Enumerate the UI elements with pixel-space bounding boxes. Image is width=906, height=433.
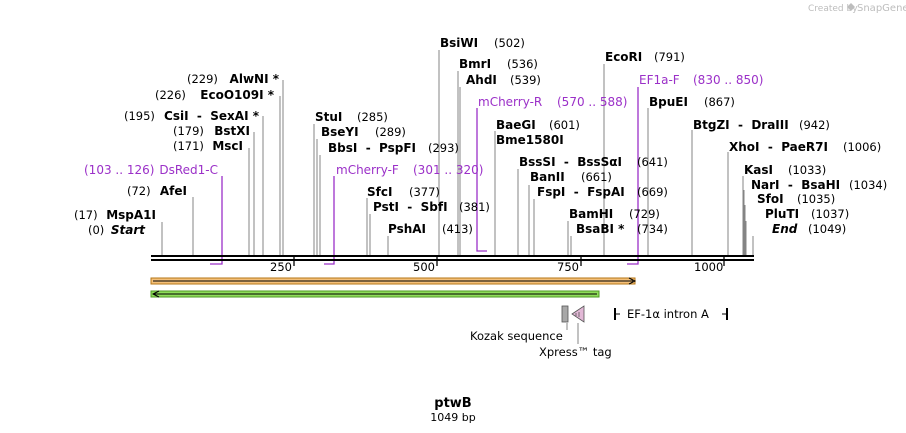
site-bbsi-pspfi: BbsI - PspFI [328,141,416,155]
site-pos-csii-sexai: (195) [124,109,155,123]
site-bme1580i: Bme1580I [496,133,564,147]
site-ecori: EcoRI [605,50,642,64]
site-pos-ecori: (791) [654,50,685,64]
site-bmri: BmrI [459,57,491,71]
site-pos-pluti: (1037) [811,207,849,221]
site-pos-bsssi-bsssai: (641) [637,155,668,169]
plasmid-length: 1049 bp [430,411,475,424]
site-pos-pshai: (413) [442,222,473,236]
snapgene-logo-icon [847,3,855,11]
xpress-tag-arrow [571,305,585,323]
site-pluti: PluTI [765,207,799,221]
site-csii-sexai: CsiI - SexAI * [164,109,260,123]
site-btgzi-draiii: BtgZI - DraIII [693,118,789,132]
site-bsssi-bsssai: BssSI - BssSαI [519,155,622,169]
site-psti-sbfi: PstI - SbfI [373,200,448,214]
primer-dsred1-c: DsRed1-C [159,163,218,177]
site-bseyi: BseYI [321,125,359,139]
site-kasi: KasI [744,163,773,177]
site-pshai: PshAI [388,222,426,236]
site-pos-mspa1i: (17) [74,208,98,222]
primer-mcherry-f: mCherry-F [336,163,399,177]
tick-250: 250 [270,260,292,274]
sequence-backbone [151,255,754,266]
site-end: End [772,222,798,236]
plasmid-name: ptwB [434,396,471,411]
ef1a-intron-marker [614,308,728,320]
primer-markers [210,87,639,265]
site-sfci: SfcI [367,185,392,199]
tick-500: 500 [413,260,435,274]
primer-range-mcherry-f: (301 .. 320) [413,163,483,177]
site-msci: MscI [212,139,243,153]
site-pos-msci: (171) [173,139,204,153]
ef1a-intron-label: EF-1α intron A [627,307,709,321]
site-pos-btgzi-draiii: (942) [799,118,830,132]
site-stui: StuI [315,110,342,124]
credit-brand: SnapGene [857,3,906,14]
site-pos-baegi: (601) [549,118,580,132]
green-feature-arrow [150,290,600,298]
site-baegi: BaeGI [496,118,536,132]
primer-range-dsred1-c: (103 .. 126) [84,163,154,177]
site-pos-bsiwi: (502) [494,36,525,50]
site-bsiwi: BsiWI [440,36,478,50]
site-fspi-fspai: FspI - FspAI [537,185,625,199]
site-pos-bpuei: (867) [704,95,735,109]
site-pos-start: (0) [88,223,104,237]
site-pos-ecoo109i: (226) [155,88,186,102]
site-ahdi: AhdI [466,73,497,87]
kozak-sequence-box [561,305,569,323]
site-bamhi: BamHI [569,207,613,221]
site-pos-psti-sbfi: (381) [459,200,490,214]
primer-range-mcherry-r: (570 .. 588) [557,95,627,109]
primer-range-ef1a-f: (830 .. 850) [693,73,763,87]
orange-feature-arrow [150,277,637,285]
site-pos-bbsi-pspfi: (293) [428,141,459,155]
site-pos-kasi: (1033) [788,163,826,177]
site-pos-xhoi-paer7i: (1006) [843,140,881,154]
site-alwni: AlwNI * [230,72,280,86]
tick-750: 750 [557,260,579,274]
site-afei: AfeI [160,184,187,198]
primer-ef1a-f: EF1a-F [639,73,680,87]
site-ecoo109i: EcoO109I * [200,88,274,102]
site-pos-bamhi: (729) [629,207,660,221]
site-bsabi: BsaBI * [576,222,625,236]
site-pos-nari-bsahi: (1034) [849,178,887,192]
kozak-sequence-label: Kozak sequence [470,329,563,343]
leader-lines [161,50,754,256]
tick-1000: 1000 [694,260,723,274]
site-mspa1i: MspA1I [106,208,156,222]
site-pos-stui: (285) [357,110,388,124]
site-pos-fspi-fspai: (669) [637,185,668,199]
site-pos-ahdi: (539) [510,73,541,87]
site-pos-afei: (72) [127,184,151,198]
site-start: Start [111,223,146,237]
site-pos-bseyi: (289) [375,125,406,139]
site-xhoi-paer7i: XhoI - PaeR7I [729,140,828,154]
site-pos-sfci: (377) [409,185,440,199]
site-pos-bmri: (536) [507,57,538,71]
xpress-tag-label: Xpress™ tag [539,345,612,359]
site-pos-alwni: (229) [187,72,218,86]
credit-prefix: Created by [808,4,858,14]
site-pos-bstxi: (179) [173,124,204,138]
site-pos-bsabi: (734) [637,222,668,236]
site-bstxi: BstXI [214,124,250,138]
primer-mcherry-r: mCherry-R [478,95,542,109]
site-sfoi: SfoI [757,192,784,206]
site-pos-banii: (661) [581,170,612,184]
site-pos-sfoi: (1035) [797,192,835,206]
site-bpuei: BpuEI [649,95,688,109]
site-pos-end: (1049) [808,222,846,236]
site-banii: BanII [530,170,565,184]
site-nari-bsahi: NarI - BsaHI [751,178,840,192]
